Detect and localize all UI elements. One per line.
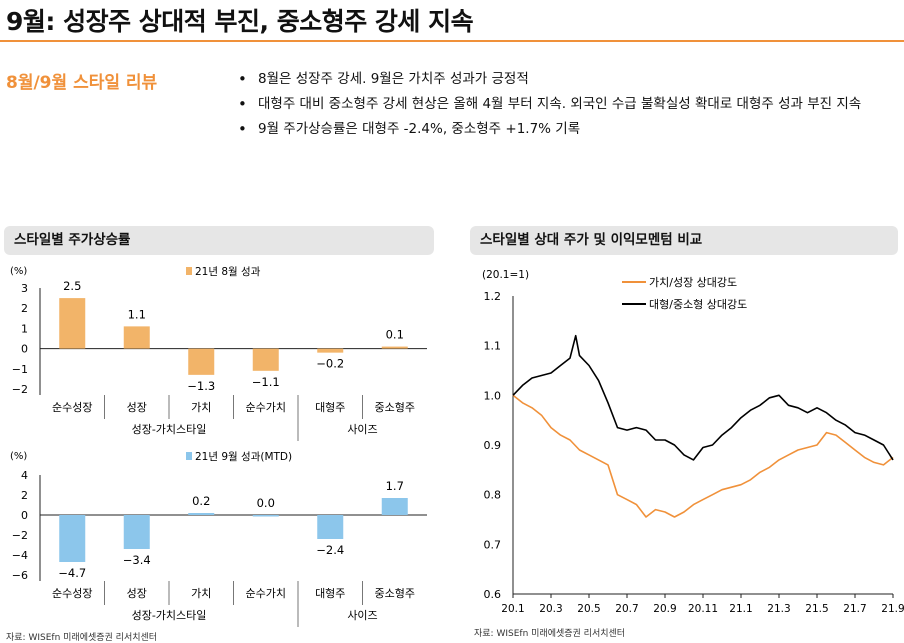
left-source-note: 자료: WISEfn 미래에셋증권 리서치센터 — [6, 633, 158, 643]
y-tick-label: 1 — [21, 322, 28, 335]
category-label: 성장 — [127, 587, 147, 600]
group-label: 성장-가치스타일 — [132, 608, 207, 622]
bar — [123, 515, 150, 549]
bar — [188, 348, 215, 375]
category-label: 순수성장 — [52, 587, 92, 600]
bar-value-label: −1.3 — [187, 379, 215, 393]
bar-value-label: 2.5 — [63, 279, 81, 293]
bar-value-label: −0.2 — [316, 357, 344, 371]
relative-strength-line-chart: (20.1=1) 1.2 1.1 1.0 0.9 0.8 0.7 0.6 20.1 20.3 20.… — [482, 269, 904, 615]
september-bar-chart: (%) 21년 9월 성과(MTD) 4 2 0 −2 −4 −6 −4.7 −3.4 0.2 0.0… — [10, 451, 427, 627]
group-label: 성장-가치스타일 — [132, 422, 207, 436]
category-label: 대형주 — [315, 587, 345, 600]
y-tick-label: 0.6 — [484, 588, 502, 601]
x-tick-label: 20.1 — [501, 603, 524, 615]
category-label: 순수성장 — [52, 401, 92, 414]
right-panel-title: 스타일별 상대 주가 및 이익모멘텀 비교 — [470, 226, 898, 255]
legend-swatch — [186, 452, 192, 460]
y-tick-label: 0.9 — [484, 439, 502, 452]
category-label: 가치 — [191, 401, 211, 414]
y-tick-label: 1.1 — [484, 340, 502, 353]
x-tick-label: 21.5 — [805, 603, 828, 615]
x-tick-label: 20.11 — [688, 603, 718, 615]
title-divider — [0, 40, 904, 42]
category-label: 가치 — [191, 587, 211, 600]
review-bullet-list: 8월은 성장주 강세. 9월은 가치주 성과가 긍정적 대형주 대비 중소형주 … — [232, 70, 892, 145]
x-tick-label: 21.7 — [843, 603, 866, 615]
category-label: 순수가치 — [246, 401, 286, 414]
legend-swatch — [186, 267, 192, 275]
bar — [188, 513, 215, 515]
category-label: 성장 — [127, 401, 147, 414]
bar — [59, 298, 86, 349]
y-axis-unit: (%) — [10, 451, 27, 462]
y-tick-label: 2 — [21, 302, 28, 315]
legend-label: 21년 8월 성과 — [195, 266, 261, 278]
y-tick-label: 2 — [21, 489, 28, 502]
group-label: 사이즈 — [347, 609, 377, 622]
bar — [381, 498, 408, 515]
y-axis-unit: (%) — [10, 266, 27, 277]
y-tick-label: −2 — [12, 383, 28, 396]
bar — [317, 348, 344, 353]
bar-value-label: −1.1 — [252, 375, 280, 389]
category-label: 순수가치 — [246, 587, 286, 600]
right-source-note: 자료: WISEfn 미래에셋증권 리서치센터 — [474, 629, 626, 639]
bar — [123, 326, 150, 349]
august-bar-chart: (%) 21년 8월 성과 3 2 1 0 −1 −2 2.5 1.1 −1.3 −1.1 −0.2 0.… — [10, 266, 427, 441]
y-axis-unit: (20.1=1) — [482, 269, 529, 281]
y-tick-label: 3 — [21, 282, 28, 295]
y-tick-label: 1.2 — [484, 290, 502, 303]
x-tick-label: 21.1 — [729, 603, 752, 615]
bullet-item: 9월 주가상승률은 대형주 -2.4%, 중소형주 +1.7% 기록 — [232, 120, 892, 139]
bar-value-label: 0.0 — [257, 496, 275, 510]
category-label: 대형주 — [315, 401, 345, 414]
x-tick-label: 20.5 — [577, 603, 600, 615]
bullet-item: 8월은 성장주 강세. 9월은 가치주 성과가 긍정적 — [232, 70, 892, 89]
x-tick-label: 20.7 — [615, 603, 638, 615]
x-tick-label: 21.3 — [767, 603, 790, 615]
x-tick-label: 20.3 — [539, 603, 562, 615]
y-tick-label: 0.8 — [484, 489, 502, 502]
bar-value-label: −2.4 — [316, 543, 344, 557]
bar — [381, 346, 408, 349]
y-tick-label: −1 — [12, 363, 28, 376]
value-growth-series-line — [512, 394, 894, 518]
category-label: 중소형주 — [375, 587, 415, 600]
y-tick-label: −2 — [12, 529, 28, 542]
bar-value-label: 0.1 — [386, 328, 404, 342]
y-tick-label: −4 — [12, 549, 28, 562]
legend-label: 대형/중소형 상대강도 — [649, 298, 747, 311]
y-tick-label: 0 — [21, 509, 28, 522]
y-tick-label: 1.0 — [484, 389, 502, 402]
bar — [252, 348, 279, 371]
y-tick-label: 4 — [21, 469, 28, 482]
bullet-item: 대형주 대비 중소형주 강세 현상은 올해 4월 부터 지속. 외국인 수급 불… — [232, 95, 892, 114]
bar — [252, 515, 279, 517]
group-label: 사이즈 — [347, 423, 377, 436]
legend-label: 가치/성장 상대강도 — [649, 276, 737, 289]
x-tick-label: 20.9 — [653, 603, 676, 615]
review-section-label: 8월/9월 스타일 리뷰 — [6, 73, 158, 93]
y-tick-label: 0.7 — [484, 538, 502, 551]
y-tick-label: 0 — [21, 343, 28, 356]
left-panel-title: 스타일별 주가상승률 — [4, 226, 434, 255]
category-label: 중소형주 — [375, 401, 415, 414]
x-tick-label: 21.9 — [881, 603, 904, 615]
y-tick-label: −6 — [12, 569, 28, 582]
bar — [59, 515, 86, 562]
legend-label: 21년 9월 성과(MTD) — [195, 451, 292, 463]
bar-value-label: −4.7 — [58, 566, 86, 580]
bar-value-label: −3.4 — [123, 553, 151, 567]
page-title: 9월: 성장주 상대적 부진, 중소형주 강세 지속 — [6, 7, 474, 36]
bar-value-label: 0.2 — [192, 494, 210, 508]
bar-value-label: 1.1 — [128, 307, 146, 321]
bar-value-label: 1.7 — [386, 479, 404, 493]
bar — [317, 515, 344, 539]
large-small-series-line — [512, 334, 894, 461]
